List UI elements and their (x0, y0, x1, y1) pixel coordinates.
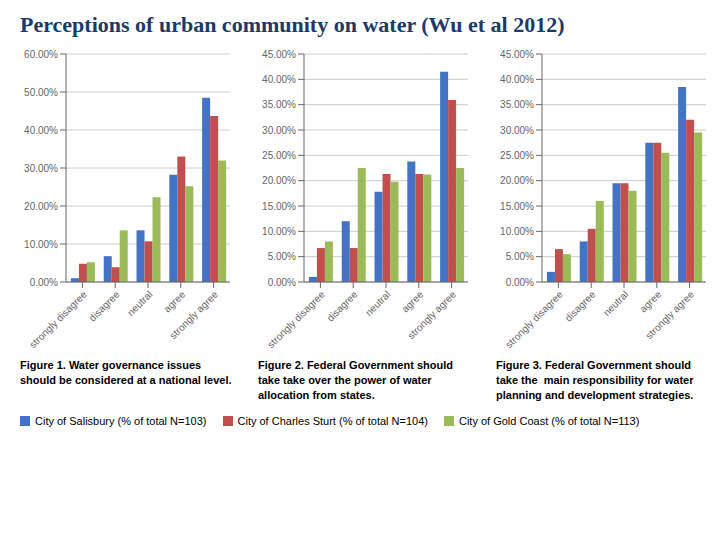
svg-text:strongly disagree: strongly disagree (265, 288, 327, 350)
svg-text:strongly disagree: strongly disagree (503, 288, 565, 350)
svg-text:neutral: neutral (363, 289, 392, 318)
svg-text:40.00%: 40.00% (500, 74, 534, 85)
svg-text:disagree: disagree (325, 288, 360, 323)
svg-text:0.00%: 0.00% (506, 277, 534, 288)
svg-text:strongly agree: strongly agree (643, 288, 696, 341)
svg-text:neutral: neutral (601, 289, 630, 318)
svg-text:45.00%: 45.00% (262, 49, 296, 60)
svg-text:0.00%: 0.00% (30, 277, 58, 288)
svg-text:35.00%: 35.00% (262, 99, 296, 110)
svg-text:30.00%: 30.00% (262, 125, 296, 136)
svg-text:20.00%: 20.00% (500, 175, 534, 186)
svg-text:strongly agree: strongly agree (405, 288, 458, 341)
svg-text:30.00%: 30.00% (500, 125, 534, 136)
svg-text:0.00%: 0.00% (268, 277, 296, 288)
svg-text:agree: agree (637, 288, 663, 314)
svg-text:35.00%: 35.00% (500, 99, 534, 110)
svg-text:10.00%: 10.00% (500, 226, 534, 237)
html-text:Figure 3. Federal Government s: Figure 3. Federal Government should take… (496, 359, 697, 401)
svg-text:neutral: neutral (125, 289, 154, 318)
html-text:Figure 1. Water governance iss: Figure 1. Water governance issues should… (20, 359, 232, 386)
html-text:Figure 2. Federal Government s: Figure 2. Federal Government should take… (258, 359, 456, 401)
svg-text:strongly agree: strongly agree (167, 288, 220, 341)
svg-text:60.00%: 60.00% (24, 49, 58, 60)
svg-text:agree: agree (399, 288, 425, 314)
svg-text:5.00%: 5.00% (268, 251, 296, 262)
svg-text:disagree: disagree (563, 288, 598, 323)
html-text:City of Salisbury (% of total: City of Salisbury (% of total N=103) (35, 415, 207, 427)
svg-text:strongly disagree: strongly disagree (27, 288, 89, 350)
svg-text:disagree: disagree (87, 288, 122, 323)
svg-text:25.00%: 25.00% (500, 150, 534, 161)
svg-text:50.00%: 50.00% (24, 87, 58, 98)
svg-text:20.00%: 20.00% (262, 175, 296, 186)
svg-text:40.00%: 40.00% (24, 125, 58, 136)
svg-text:15.00%: 15.00% (500, 201, 534, 212)
svg-text:30.00%: 30.00% (24, 163, 58, 174)
svg-text:20.00%: 20.00% (24, 201, 58, 212)
html-text:City of Charles Sturt (% of to: City of Charles Sturt (% of total N=104) (237, 415, 428, 427)
svg-text:40.00%: 40.00% (262, 74, 296, 85)
html-text:Perceptions of urban community: Perceptions of urban community on water … (20, 12, 565, 37)
svg-text:15.00%: 15.00% (262, 201, 296, 212)
html-text:City of Gold Coast (% of total: City of Gold Coast (% of total N=113) (458, 415, 640, 427)
svg-text:10.00%: 10.00% (24, 239, 58, 250)
svg-text:45.00%: 45.00% (500, 49, 534, 60)
svg-text:5.00%: 5.00% (506, 251, 534, 262)
svg-text:10.00%: 10.00% (262, 226, 296, 237)
svg-text:25.00%: 25.00% (262, 150, 296, 161)
svg-text:agree: agree (161, 288, 187, 314)
